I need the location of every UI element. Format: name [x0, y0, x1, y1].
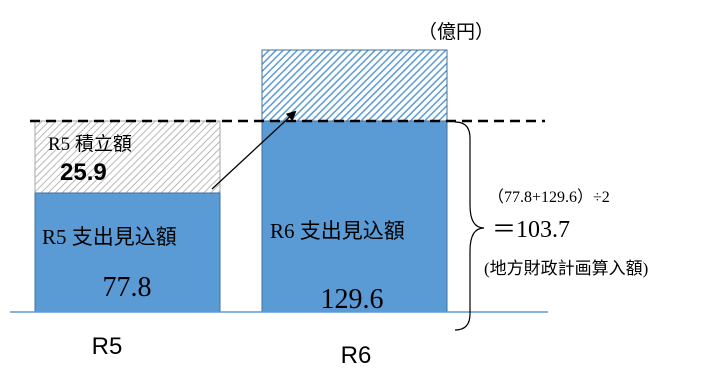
x-tick-label-r5: R5 [92, 333, 123, 360]
annotation-formula: （77.8+129.6）÷2 [488, 188, 610, 206]
bar-r5-expense [34, 192, 221, 313]
transfer-arrow [211, 110, 297, 190]
bar-r5-reserve [34, 120, 221, 194]
r6-expense-value: 129.6 [321, 284, 384, 315]
bar-r6-upper-hatched [261, 49, 448, 122]
x-tick-label-r6: R6 [341, 342, 372, 369]
r5-reserve-name: R5 積立額 [48, 133, 132, 155]
range-brace [454, 121, 485, 331]
r5-expense-value: 77.8 [103, 272, 152, 303]
annotation-note: (地方財政計画算入額) [484, 259, 648, 278]
annotation-result: ＝103.7 [492, 217, 570, 243]
r5-reserve-value: 25.9 [60, 159, 107, 186]
unit-label: （億円） [418, 21, 494, 43]
r5-expense-name: R5 支出見込額 [42, 225, 177, 249]
r6-expense-name: R6 支出見込額 [270, 219, 405, 243]
